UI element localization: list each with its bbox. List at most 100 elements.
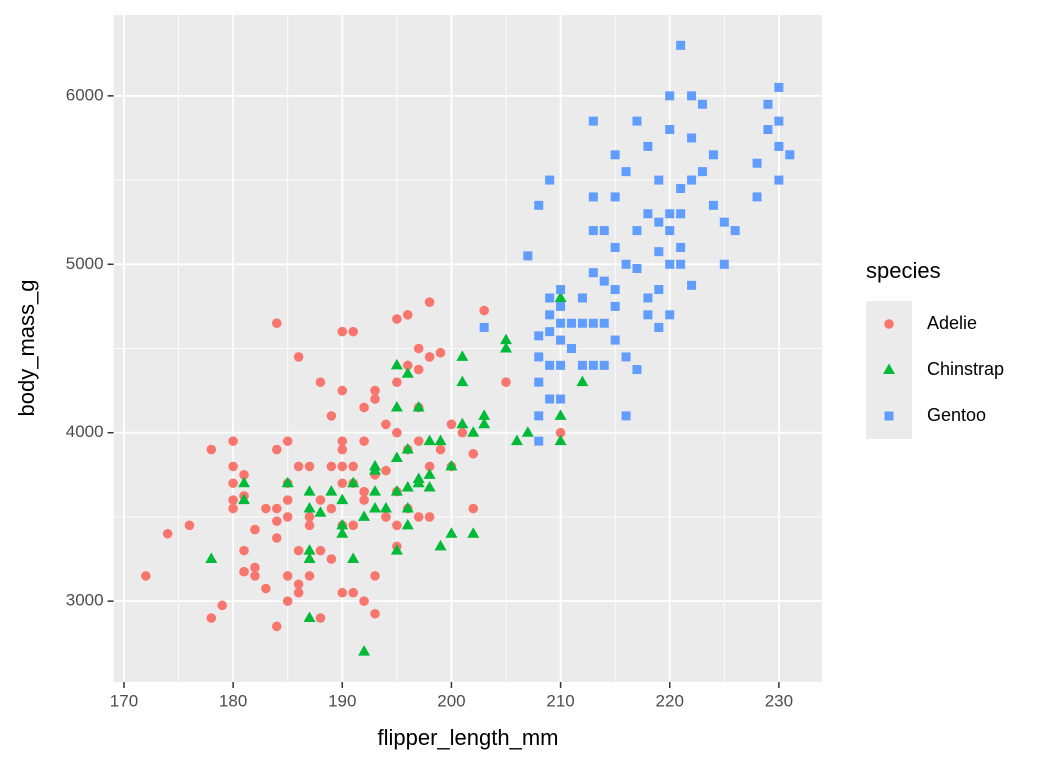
x-tick-label: 230	[765, 691, 793, 710]
point	[347, 476, 360, 488]
point	[359, 596, 369, 606]
point	[479, 305, 489, 316]
y-tick-label: 6000	[66, 85, 104, 104]
point	[643, 141, 653, 151]
point	[239, 470, 249, 480]
point	[545, 327, 555, 337]
point	[445, 459, 458, 471]
point	[676, 242, 686, 252]
y-tick-label: 3000	[66, 591, 104, 610]
point	[545, 175, 555, 185]
point	[250, 571, 260, 581]
point	[774, 175, 784, 185]
point	[392, 427, 402, 438]
point	[588, 360, 598, 370]
point	[271, 621, 282, 632]
point	[337, 326, 348, 337]
point	[228, 461, 238, 472]
point	[423, 468, 436, 479]
point	[610, 335, 620, 345]
point	[271, 533, 282, 543]
point	[293, 461, 304, 472]
point	[315, 613, 326, 623]
point	[468, 448, 479, 459]
point	[390, 485, 403, 496]
point	[719, 217, 729, 227]
point	[632, 365, 642, 375]
y-tick-label: 5000	[66, 254, 104, 273]
point	[621, 259, 631, 269]
point	[665, 125, 675, 135]
point	[392, 520, 402, 531]
point	[599, 318, 609, 328]
point	[752, 158, 762, 168]
point	[424, 352, 435, 362]
point	[413, 364, 424, 375]
point	[599, 276, 609, 286]
point	[654, 322, 664, 332]
point	[370, 394, 380, 404]
point	[883, 363, 895, 374]
point	[401, 443, 414, 454]
point	[435, 444, 446, 455]
point	[413, 512, 424, 522]
point	[556, 335, 566, 345]
point	[336, 518, 349, 530]
point	[785, 150, 795, 160]
point	[392, 314, 402, 324]
point	[554, 434, 567, 446]
point	[303, 502, 316, 513]
y-axis-title: body_mass_g	[14, 280, 39, 417]
point	[402, 310, 413, 320]
point	[282, 495, 293, 505]
point	[379, 502, 392, 513]
point	[401, 518, 414, 530]
point	[381, 512, 391, 522]
point	[326, 461, 337, 472]
point	[588, 192, 598, 202]
point	[370, 571, 380, 581]
point	[228, 478, 238, 489]
point	[293, 545, 304, 556]
point	[534, 352, 544, 362]
point	[884, 411, 894, 421]
point	[390, 400, 403, 412]
point	[303, 544, 316, 555]
point	[730, 226, 740, 236]
point	[632, 116, 642, 126]
point	[588, 116, 598, 126]
x-axis-title: flipper_length_mm	[378, 725, 559, 750]
point	[576, 375, 589, 387]
point	[457, 427, 468, 438]
point	[239, 545, 249, 556]
point	[510, 434, 523, 446]
point	[523, 251, 533, 261]
point	[369, 485, 382, 496]
point	[304, 461, 315, 472]
point	[336, 493, 349, 505]
point	[665, 226, 675, 236]
point	[610, 242, 620, 252]
point	[708, 150, 718, 160]
point	[632, 226, 642, 236]
point	[599, 360, 609, 370]
point	[337, 587, 348, 598]
point	[478, 417, 491, 429]
x-tick-label: 220	[656, 691, 684, 710]
point	[676, 259, 686, 269]
x-tick-label: 190	[328, 691, 356, 710]
point	[315, 545, 326, 556]
point	[599, 226, 609, 236]
point	[271, 318, 282, 329]
point	[434, 539, 447, 551]
point	[643, 310, 653, 320]
point	[687, 175, 697, 185]
point	[282, 512, 293, 522]
point	[337, 436, 348, 446]
point	[402, 360, 413, 371]
point	[325, 485, 338, 496]
point	[348, 326, 358, 337]
point	[282, 571, 293, 581]
point	[228, 503, 238, 514]
point	[665, 209, 675, 219]
